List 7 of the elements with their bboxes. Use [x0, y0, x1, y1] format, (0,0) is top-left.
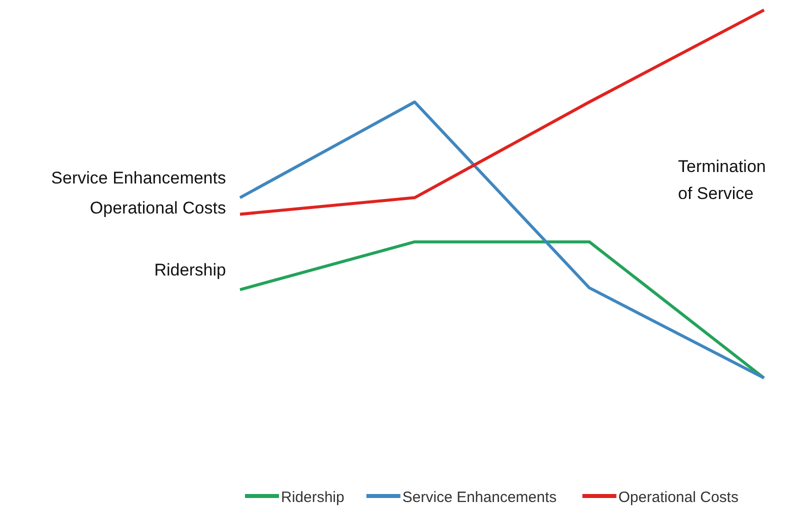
legend-label: Ridership [281, 489, 344, 506]
legend-label: Operational Costs [618, 489, 738, 506]
text: Ridership [154, 260, 226, 280]
text: Operational Costs [90, 198, 226, 218]
text: Service Enhancements [51, 168, 226, 188]
legend-label: Service Enhancements [402, 489, 557, 506]
annotation: Termination of Service [678, 157, 766, 203]
